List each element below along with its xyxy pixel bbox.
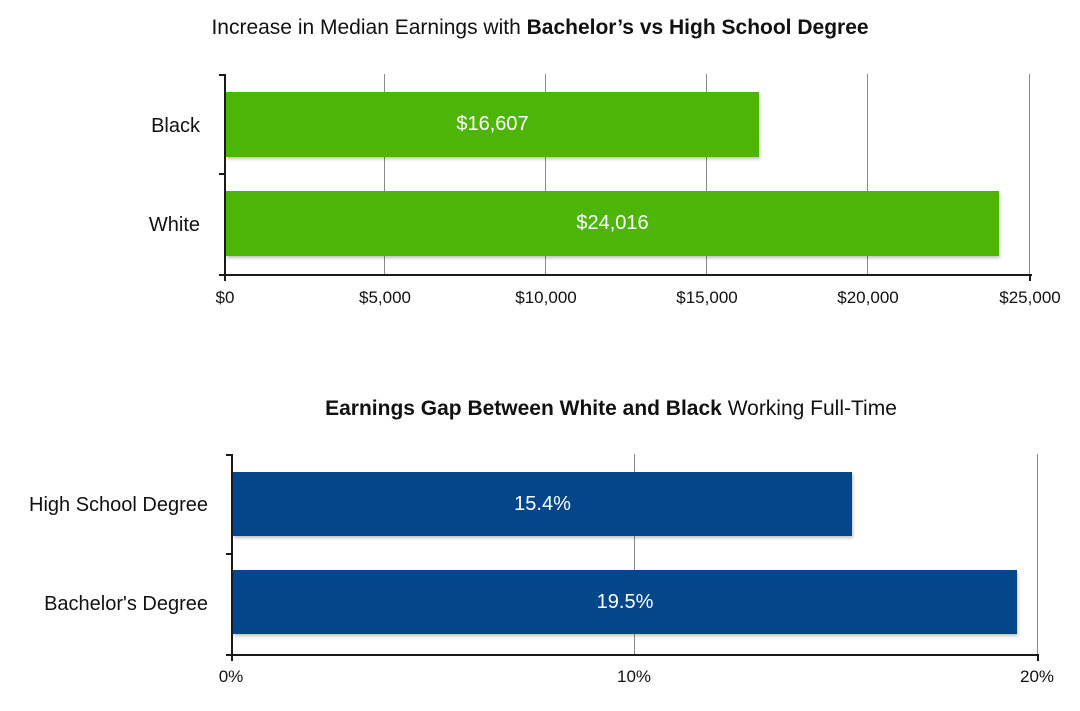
bar-value-label: 15.4%: [514, 492, 571, 515]
y-axis: [231, 454, 233, 656]
category-label-white: White: [148, 214, 200, 236]
x-axis: [231, 654, 1039, 656]
gridline: [634, 454, 635, 656]
gridline: [1037, 454, 1038, 656]
gridline: [706, 74, 707, 276]
gridline: [1029, 74, 1030, 276]
gridline: [545, 74, 546, 276]
x-tick-label: $15,000: [676, 288, 738, 307]
x-tick: [224, 275, 226, 281]
y-tick: [226, 654, 232, 656]
x-tick-label: 20%: [1019, 667, 1055, 686]
bar-high-school-degree: 15.4%: [233, 472, 852, 536]
category-label-black: Black: [151, 115, 200, 137]
y-tick: [226, 454, 232, 456]
x-tick-label: $25,000: [999, 288, 1061, 307]
bar-value-label: $24,016: [576, 212, 649, 234]
bar-value-label: 19.5%: [596, 590, 654, 613]
chart1-title-regular: Increase in Median Earnings with: [211, 16, 527, 39]
y-tick: [219, 74, 225, 76]
x-axis: [224, 274, 1032, 276]
x-tick-label: $20,000: [837, 288, 899, 307]
chart2-title: Earnings Gap Between White and Black Wor…: [71, 397, 1080, 421]
chart2-title-bold: Earnings Gap Between White and Black: [325, 397, 722, 420]
y-tick: [226, 553, 232, 555]
x-tick: [1029, 275, 1031, 281]
x-tick-label: $10,000: [515, 288, 577, 307]
y-tick: [219, 173, 225, 175]
chart2-plot-area: 15.4% 19.5%: [226, 454, 1039, 661]
x-tick-label: 0%: [218, 667, 244, 686]
x-tick-label: $5,000: [359, 288, 411, 307]
gridline: [867, 74, 868, 276]
x-tick-label: 10%: [616, 667, 652, 686]
chart1-plot-area: $16,607 $24,016: [219, 74, 1032, 281]
chart1-title-bold: Bachelor’s vs High School Degree: [526, 16, 869, 39]
category-label-bachelors: Bachelor's Degree: [44, 593, 208, 615]
bar-bachelors-degree: 19.5%: [233, 570, 1017, 634]
chart1-title: Increase in Median Earnings with Bachelo…: [0, 16, 1080, 40]
y-axis: [224, 74, 226, 276]
x-tick: [1037, 655, 1039, 661]
bar-value-label: $16,607: [456, 113, 529, 135]
gridline: [384, 74, 385, 276]
chart2-title-regular: Working Full-Time: [721, 397, 897, 420]
bar-black: $16,607: [226, 92, 759, 157]
y-tick: [219, 274, 225, 276]
x-tick-label: $0: [215, 288, 235, 307]
x-tick: [231, 655, 233, 661]
category-label-high-school: High School Degree: [29, 494, 208, 516]
bar-white: $24,016: [226, 191, 999, 256]
